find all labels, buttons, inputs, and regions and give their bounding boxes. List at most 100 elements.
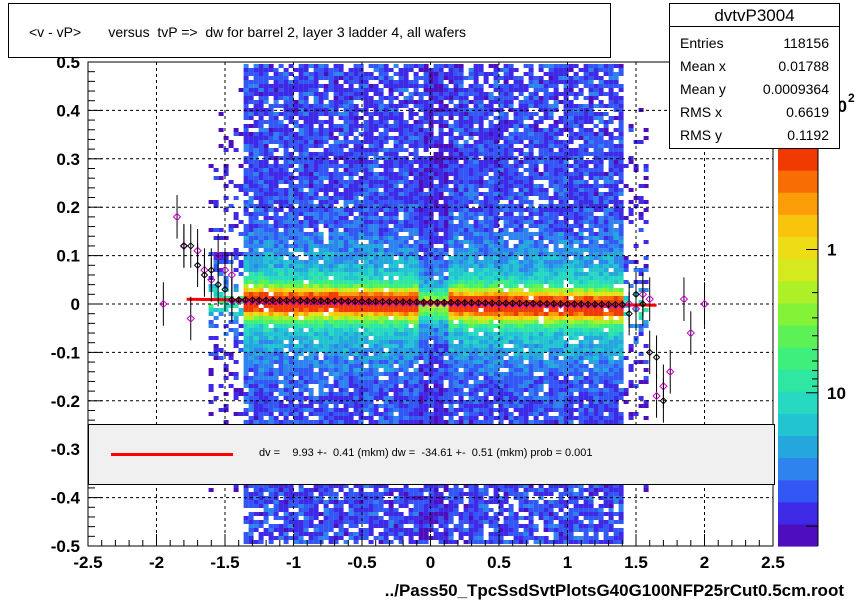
heat-cell xyxy=(298,88,304,92)
heat-cell xyxy=(238,184,244,188)
heat-cell xyxy=(293,320,299,324)
heat-cell xyxy=(428,156,434,160)
heat-cell xyxy=(223,172,229,176)
heat-cell xyxy=(398,228,404,232)
heat-cell xyxy=(443,132,449,136)
heat-cell xyxy=(448,268,454,272)
heat-cell xyxy=(288,152,294,156)
heat-cell xyxy=(348,148,354,152)
heat-cell xyxy=(363,504,369,508)
heat-cell xyxy=(448,140,454,144)
heat-cell xyxy=(383,332,389,336)
heat-cell xyxy=(263,344,269,348)
heat-cell xyxy=(258,124,264,128)
heat-cell xyxy=(278,284,284,288)
heat-cell xyxy=(413,292,419,296)
heat-cell xyxy=(278,140,284,144)
heat-cell xyxy=(298,64,304,68)
heat-cell xyxy=(388,188,394,192)
heat-cell xyxy=(423,120,429,124)
heat-cell xyxy=(283,248,289,252)
heat-cell xyxy=(228,352,234,356)
heat-cell xyxy=(288,268,294,272)
heat-cell xyxy=(303,324,309,328)
heat-cell xyxy=(298,352,304,356)
heat-cell xyxy=(258,496,264,500)
heat-cell xyxy=(408,344,414,348)
heat-cell xyxy=(448,520,454,524)
heat-cell xyxy=(333,92,339,96)
heat-cell xyxy=(353,272,359,276)
heat-cell xyxy=(433,376,439,380)
heat-cell xyxy=(338,528,344,532)
heat-cell xyxy=(353,516,359,520)
heat-cell xyxy=(253,204,259,208)
heat-cell xyxy=(458,524,464,528)
heat-cell xyxy=(468,132,474,136)
heat-cell xyxy=(268,188,274,192)
heat-cell xyxy=(383,64,389,68)
heat-cell xyxy=(403,148,409,152)
heat-cell xyxy=(433,96,439,100)
heat-cell xyxy=(228,372,234,376)
heat-cell xyxy=(433,388,439,392)
heat-cell xyxy=(443,324,449,328)
heat-cell xyxy=(338,392,344,396)
heat-cell xyxy=(278,244,284,248)
heat-cell xyxy=(418,128,424,132)
heat-cell xyxy=(338,356,344,360)
heat-cell xyxy=(463,324,469,328)
heat-cell xyxy=(273,160,279,164)
heat-cell xyxy=(388,388,394,392)
heat-cell xyxy=(313,348,319,352)
heat-cell xyxy=(273,280,279,284)
heat-cell xyxy=(418,352,424,356)
heat-cell xyxy=(428,516,434,520)
heat-cell xyxy=(418,200,424,204)
heat-cell xyxy=(383,508,389,512)
heat-cell xyxy=(368,128,374,132)
heat-cell xyxy=(443,484,449,488)
heat-cell xyxy=(208,488,214,492)
heat-cell xyxy=(408,152,414,156)
heat-cell xyxy=(348,516,354,520)
heat-cell xyxy=(438,116,444,120)
heat-cell xyxy=(358,268,364,272)
heat-cell xyxy=(263,332,269,336)
heat-cell xyxy=(438,508,444,512)
heat-cell xyxy=(323,208,329,212)
heat-cell xyxy=(288,336,294,340)
heat-cell xyxy=(358,324,364,328)
heat-cell xyxy=(438,276,444,280)
heat-cell xyxy=(363,196,369,200)
heat-cell xyxy=(333,524,339,528)
heat-cell xyxy=(353,408,359,412)
heat-cell xyxy=(318,252,324,256)
heat-cell xyxy=(433,236,439,240)
heat-cell xyxy=(308,504,314,508)
heat-cell xyxy=(333,316,339,320)
heat-cell xyxy=(358,336,364,340)
heat-cell xyxy=(433,320,439,324)
heat-cell xyxy=(373,340,379,344)
heat-cell xyxy=(328,392,334,396)
heat-cell xyxy=(318,184,324,188)
heat-cell xyxy=(463,484,469,488)
heat-cell xyxy=(408,224,414,228)
heat-cell xyxy=(313,96,319,100)
heat-cell xyxy=(288,196,294,200)
heat-cell xyxy=(423,260,429,264)
heat-cell xyxy=(273,248,279,252)
heat-cell xyxy=(313,272,319,276)
heat-cell xyxy=(223,408,229,412)
heat-cell xyxy=(438,228,444,232)
heat-cell xyxy=(433,288,439,292)
heat-cell xyxy=(418,212,424,216)
heat-cell xyxy=(393,284,399,288)
heat-cell xyxy=(238,252,244,256)
heat-cell xyxy=(208,368,214,372)
heat-cell xyxy=(388,532,394,536)
heat-cell xyxy=(293,348,299,352)
heat-cell xyxy=(308,500,314,504)
heat-cell xyxy=(398,188,404,192)
